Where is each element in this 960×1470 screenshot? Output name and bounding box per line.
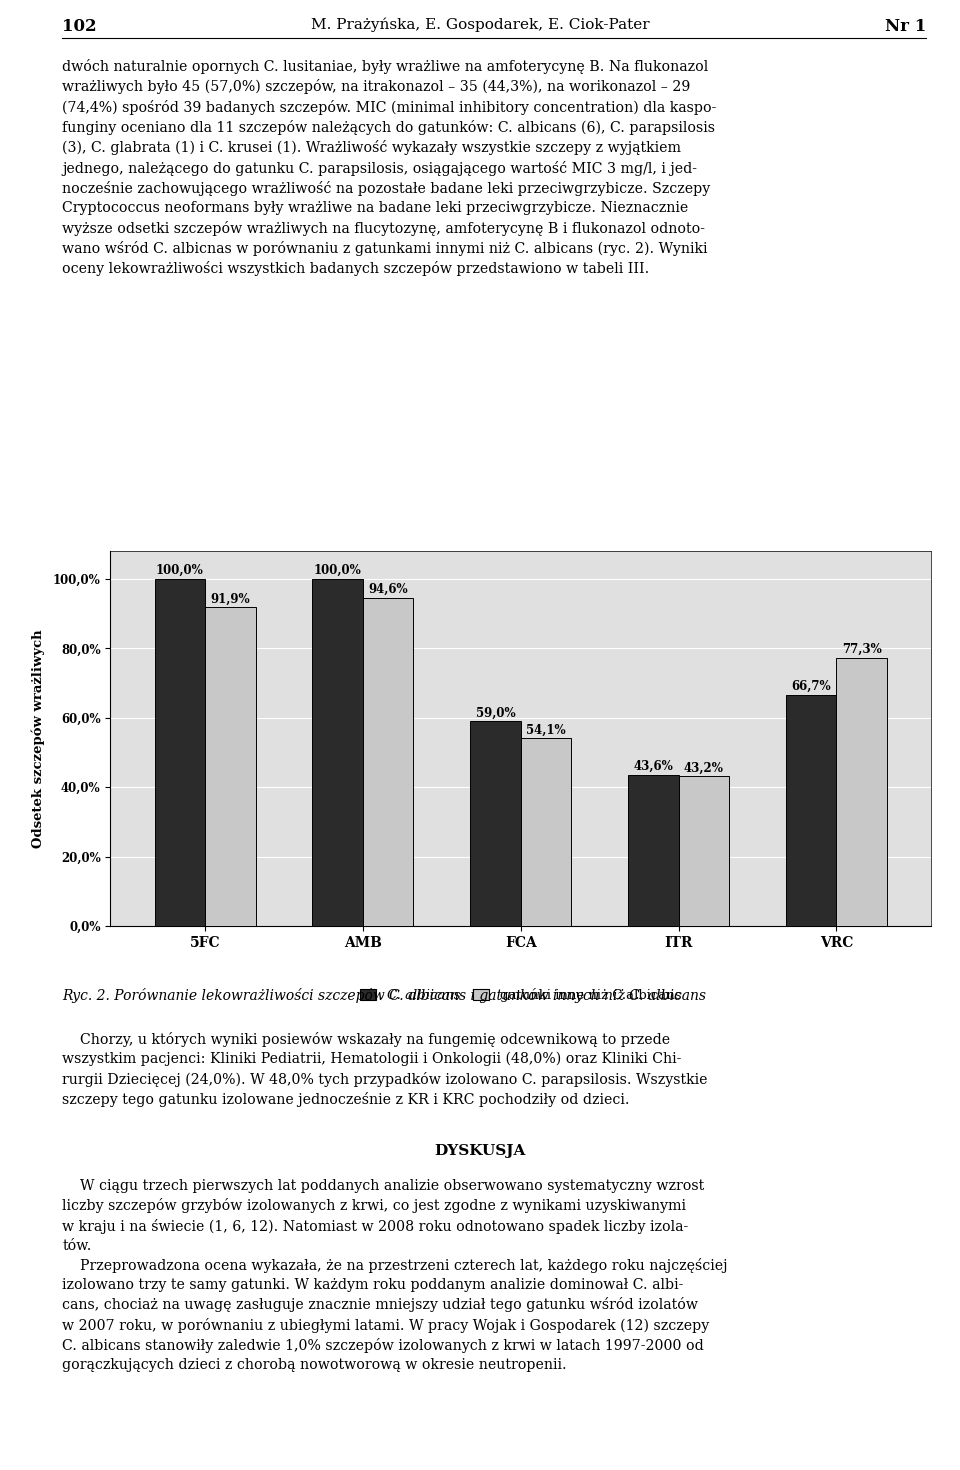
Text: M. Prażyńska, E. Gospodarek, E. Ciok-Pater: M. Prażyńska, E. Gospodarek, E. Ciok-Pat…: [311, 18, 649, 32]
Text: 77,3%: 77,3%: [842, 642, 881, 656]
Bar: [679, 776, 730, 926]
Text: Ryc. 2. Porównanie lekowrażliwości szczepów C. albicans i gatunków innych niż C.: Ryc. 2. Porównanie lekowrażliwości szcze…: [62, 988, 707, 1003]
Text: 91,9%: 91,9%: [210, 592, 251, 606]
Text: 43,6%: 43,6%: [634, 760, 673, 773]
Text: 66,7%: 66,7%: [791, 679, 831, 692]
Text: 100,0%: 100,0%: [314, 564, 362, 578]
Text: 43,2%: 43,2%: [684, 761, 724, 775]
Text: 54,1%: 54,1%: [526, 723, 565, 736]
Text: 100,0%: 100,0%: [156, 564, 204, 578]
Bar: [628, 775, 679, 926]
Bar: [786, 695, 836, 926]
Legend: C. albicans, gatunki inne niż C.albicans: C. albicans, gatunki inne niż C.albicans: [360, 988, 682, 1003]
Text: Nr 1: Nr 1: [885, 18, 926, 35]
Bar: [470, 722, 521, 926]
Text: DYSKUSJA: DYSKUSJA: [434, 1144, 526, 1158]
Text: Chorzy, u których wyniki posiewów wskazały na fungemię odcewnikową to przede
wsz: Chorzy, u których wyniki posiewów wskaza…: [62, 1032, 708, 1107]
Bar: [205, 607, 255, 926]
Text: 94,6%: 94,6%: [369, 584, 408, 595]
Text: 59,0%: 59,0%: [476, 707, 516, 720]
Bar: [521, 738, 571, 926]
Y-axis label: Odsetek szczepów wrażliwych: Odsetek szczepów wrażliwych: [31, 629, 44, 848]
Bar: [363, 598, 414, 926]
Bar: [155, 579, 205, 926]
Bar: [836, 657, 887, 926]
Bar: [312, 579, 363, 926]
Text: dwóch naturalnie opornych C. lusitaniae, były wrażliwe na amfoterycynę B. Na flu: dwóch naturalnie opornych C. lusitaniae,…: [62, 59, 717, 276]
Text: 102: 102: [62, 18, 97, 35]
Text: W ciągu trzech pierwszych lat poddanych analizie obserwowano systematyczny wzros: W ciągu trzech pierwszych lat poddanych …: [62, 1179, 728, 1372]
